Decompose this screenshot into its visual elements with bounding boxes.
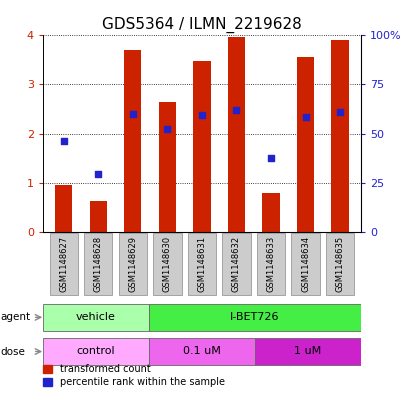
Bar bbox=[158, 102, 175, 232]
Point bbox=[129, 111, 136, 117]
Legend: transformed count, percentile rank within the sample: transformed count, percentile rank withi… bbox=[42, 363, 226, 388]
Point bbox=[164, 125, 170, 132]
Bar bbox=[43, 304, 148, 331]
Text: GSM1148627: GSM1148627 bbox=[59, 236, 68, 292]
Bar bbox=[55, 185, 72, 232]
Text: GSM1148631: GSM1148631 bbox=[197, 236, 206, 292]
Bar bbox=[330, 40, 348, 232]
Text: control: control bbox=[76, 346, 115, 356]
Text: GSM1148634: GSM1148634 bbox=[300, 236, 309, 292]
Bar bbox=[118, 233, 147, 296]
Bar bbox=[148, 338, 254, 365]
Bar bbox=[49, 233, 78, 296]
Bar bbox=[222, 233, 250, 296]
Bar bbox=[325, 233, 353, 296]
Text: 1 uM: 1 uM bbox=[294, 346, 321, 356]
Bar bbox=[256, 233, 285, 296]
Point bbox=[198, 112, 205, 118]
Bar bbox=[124, 50, 141, 232]
Text: GSM1148630: GSM1148630 bbox=[162, 236, 171, 292]
Point bbox=[61, 138, 67, 144]
Text: GSM1148633: GSM1148633 bbox=[266, 236, 275, 292]
Point bbox=[95, 171, 101, 178]
Text: GSM1148628: GSM1148628 bbox=[94, 236, 103, 292]
Point bbox=[336, 109, 342, 116]
Bar bbox=[153, 233, 181, 296]
Bar bbox=[187, 233, 216, 296]
Text: 0.1 uM: 0.1 uM bbox=[182, 346, 220, 356]
Text: GSM1148632: GSM1148632 bbox=[231, 236, 240, 292]
Text: vehicle: vehicle bbox=[76, 312, 116, 322]
Bar bbox=[291, 233, 319, 296]
Title: GDS5364 / ILMN_2219628: GDS5364 / ILMN_2219628 bbox=[102, 17, 301, 33]
Bar bbox=[262, 193, 279, 232]
Bar bbox=[84, 233, 112, 296]
Bar bbox=[193, 61, 210, 232]
Text: GSM1148635: GSM1148635 bbox=[335, 236, 344, 292]
Text: agent: agent bbox=[1, 312, 31, 322]
Point bbox=[233, 107, 239, 113]
Bar bbox=[148, 304, 360, 331]
Text: I-BET726: I-BET726 bbox=[229, 312, 279, 322]
Text: GSM1148629: GSM1148629 bbox=[128, 236, 137, 292]
Bar bbox=[296, 57, 313, 232]
Point bbox=[267, 155, 274, 161]
Bar bbox=[90, 201, 107, 232]
Bar bbox=[254, 338, 360, 365]
Point bbox=[301, 114, 308, 121]
Bar bbox=[227, 37, 245, 232]
Bar bbox=[43, 338, 148, 365]
Text: dose: dose bbox=[1, 347, 26, 356]
